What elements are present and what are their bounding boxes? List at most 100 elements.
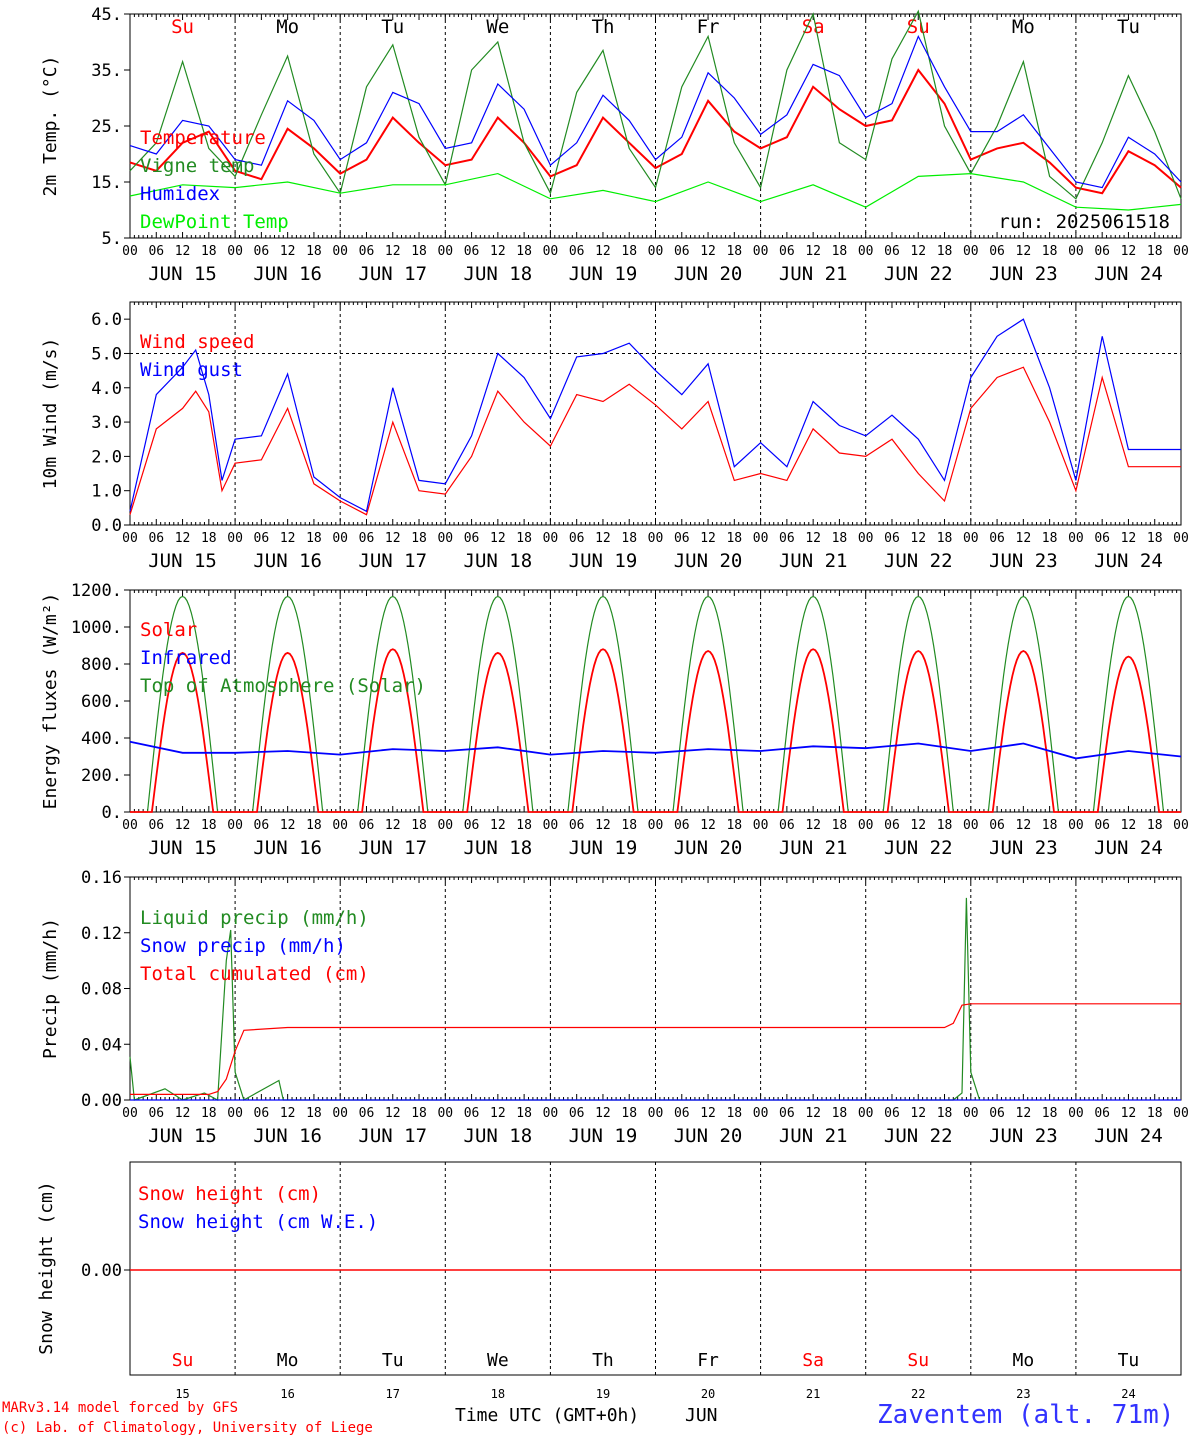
hour-tick-label: 00 [543, 818, 559, 833]
hour-tick-label: 12 [805, 818, 821, 833]
hour-tick-label: 06 [674, 1106, 690, 1121]
hour-tick-label: 06 [148, 1106, 164, 1121]
hour-tick-label: 12 [700, 1106, 716, 1121]
hour-tick-label: 00 [122, 818, 138, 833]
hour-tick-label: 12 [385, 818, 401, 833]
weekday-label: Mo [277, 1350, 299, 1371]
hour-tick-label: 00 [1173, 531, 1189, 546]
hour-tick-label: 06 [254, 818, 270, 833]
date-label: JUN 21 [779, 550, 848, 572]
hour-tick-label: 00 [543, 531, 559, 546]
hour-tick-label: 00 [648, 244, 664, 259]
series-line-3 [130, 1003, 1181, 1096]
hour-tick-label: 06 [989, 1106, 1005, 1121]
weekday-label: Th [592, 1350, 614, 1371]
hour-tick-label: 12 [595, 244, 611, 259]
hour-tick-label: 06 [884, 244, 900, 259]
hour-tick-label: 12 [280, 1106, 296, 1121]
hour-tick-label: 06 [884, 531, 900, 546]
date-label: JUN 15 [148, 837, 217, 859]
hour-tick-label: 12 [700, 818, 716, 833]
date-label: JUN 22 [884, 1125, 953, 1147]
date-label: JUN 19 [569, 263, 638, 285]
hour-tick-label: 12 [1016, 818, 1032, 833]
legend-entry: Liquid precip (mm/h) [140, 907, 369, 929]
hour-tick-label: 00 [227, 818, 243, 833]
y-tick-label: 0.08 [81, 980, 122, 1000]
y-tick-label: 0.12 [81, 924, 122, 944]
y-tick-label: 600. [81, 692, 122, 712]
y-axis-label: 10m Wind (m/s) [40, 338, 61, 490]
hour-tick-label: 18 [937, 1106, 953, 1121]
hour-tick-label: 12 [175, 1106, 191, 1121]
hour-tick-label: 18 [201, 244, 217, 259]
weekday-label: Mo [1013, 1350, 1035, 1371]
date-label: JUN 17 [358, 263, 427, 285]
hour-tick-label: 06 [779, 818, 795, 833]
hour-tick-label: 12 [175, 818, 191, 833]
hour-tick-label: 06 [464, 818, 480, 833]
hour-tick-label: 06 [674, 244, 690, 259]
weekday-label: Su [171, 16, 194, 38]
hour-tick-label: 00 [1173, 818, 1189, 833]
hour-tick-label: 12 [700, 531, 716, 546]
hour-tick-label: 18 [201, 818, 217, 833]
hour-tick-label: 00 [753, 818, 769, 833]
weekday-label: Tu [1117, 16, 1140, 38]
hour-tick-label: 18 [306, 531, 322, 546]
hour-tick-label: 06 [569, 244, 585, 259]
legend-entry: Total cumulated (cm) [140, 963, 369, 985]
date-label: JUN 16 [253, 837, 322, 859]
y-tick-label: 200. [81, 766, 122, 786]
hour-tick-label: 00 [648, 1106, 664, 1121]
y-tick-label: 0.00 [81, 1261, 122, 1281]
hour-tick-label: 12 [1016, 1106, 1032, 1121]
day-number-label: 22 [911, 1387, 925, 1401]
hour-tick-label: 06 [148, 244, 164, 259]
hour-tick-label: 00 [753, 531, 769, 546]
hour-tick-label: 06 [569, 818, 585, 833]
hour-tick-label: 06 [989, 244, 1005, 259]
hour-tick-label: 06 [359, 244, 375, 259]
panel-frame [129, 13, 1182, 239]
hour-tick-label: 18 [1042, 1106, 1058, 1121]
date-label: JUN 18 [464, 550, 533, 572]
legend-entry: Snow precip (mm/h) [140, 935, 346, 957]
hour-tick-label: 12 [1016, 531, 1032, 546]
hour-tick-label: 00 [437, 531, 453, 546]
day-number-label: 16 [280, 1387, 294, 1401]
hour-tick-label: 12 [805, 244, 821, 259]
hour-tick-label: 18 [411, 531, 427, 546]
hour-tick-label: 06 [254, 1106, 270, 1121]
legend-entry: Humidex [140, 183, 220, 205]
hour-tick-label: 12 [595, 531, 611, 546]
date-label: JUN 23 [989, 263, 1058, 285]
hour-tick-label: 18 [1042, 818, 1058, 833]
y-tick-label: 5.0 [91, 344, 122, 364]
hour-tick-label: 00 [332, 818, 348, 833]
hour-tick-label: 06 [464, 244, 480, 259]
hour-tick-label: 12 [280, 244, 296, 259]
hour-tick-label: 12 [175, 531, 191, 546]
hour-tick-label: 18 [937, 818, 953, 833]
date-label: JUN 15 [148, 550, 217, 572]
day-number-label: 20 [701, 1387, 715, 1401]
y-tick-label: 5. [102, 229, 122, 249]
date-label: JUN 21 [779, 263, 848, 285]
hour-tick-label: 18 [516, 1106, 532, 1121]
hour-tick-label: 06 [569, 531, 585, 546]
hour-tick-label: 06 [464, 1106, 480, 1121]
hour-tick-label: 18 [832, 244, 848, 259]
hour-tick-label: 12 [385, 1106, 401, 1121]
date-label: JUN 20 [674, 837, 743, 859]
hour-tick-label: 06 [779, 531, 795, 546]
panel-frame [129, 301, 1182, 526]
hour-tick-label: 06 [254, 244, 270, 259]
hour-tick-label: 00 [1068, 531, 1084, 546]
hour-tick-label: 18 [832, 818, 848, 833]
date-label: JUN 18 [464, 263, 533, 285]
date-label: JUN 20 [674, 550, 743, 572]
hour-tick-label: 18 [832, 1106, 848, 1121]
hour-tick-label: 12 [595, 1106, 611, 1121]
